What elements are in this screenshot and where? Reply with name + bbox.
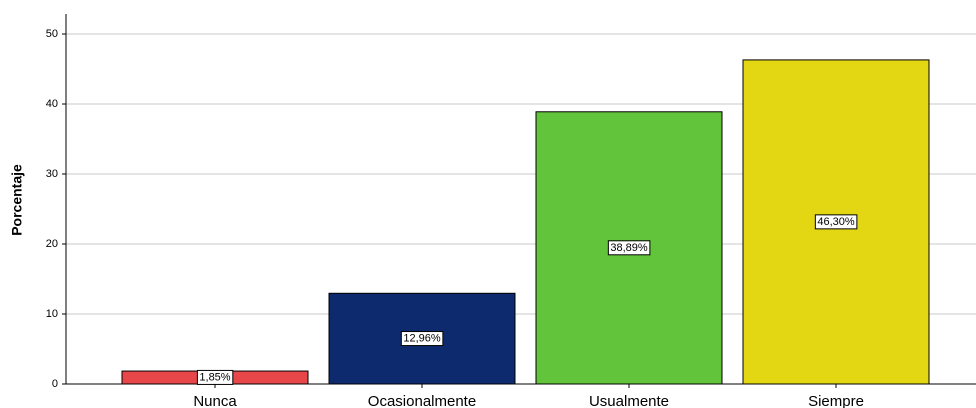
value-label-box	[400, 331, 444, 347]
y-tick-label: 40	[46, 98, 58, 110]
y-tick-label: 10	[46, 308, 58, 320]
y-tick-label: 50	[46, 28, 58, 40]
value-label: 38,89%	[610, 242, 648, 254]
y-tick-label: 0	[52, 378, 58, 390]
value-label-box	[196, 369, 234, 385]
y-tick-label: 20	[46, 238, 58, 250]
value-label: 12,96%	[403, 333, 441, 345]
value-label-box	[607, 240, 651, 256]
x-tick-label: Ocasionalmente	[368, 393, 476, 408]
value-label: 1,85%	[199, 371, 230, 383]
y-tick-label: 30	[46, 168, 58, 180]
value-label: 46,30%	[817, 216, 855, 228]
x-tick-label: Siempre	[808, 393, 864, 408]
x-tick-label: Usualmente	[589, 393, 669, 408]
x-tick-label: Nunca	[193, 393, 237, 408]
value-label-box	[814, 214, 858, 230]
y-axis-label: Porcentaje	[9, 164, 25, 236]
